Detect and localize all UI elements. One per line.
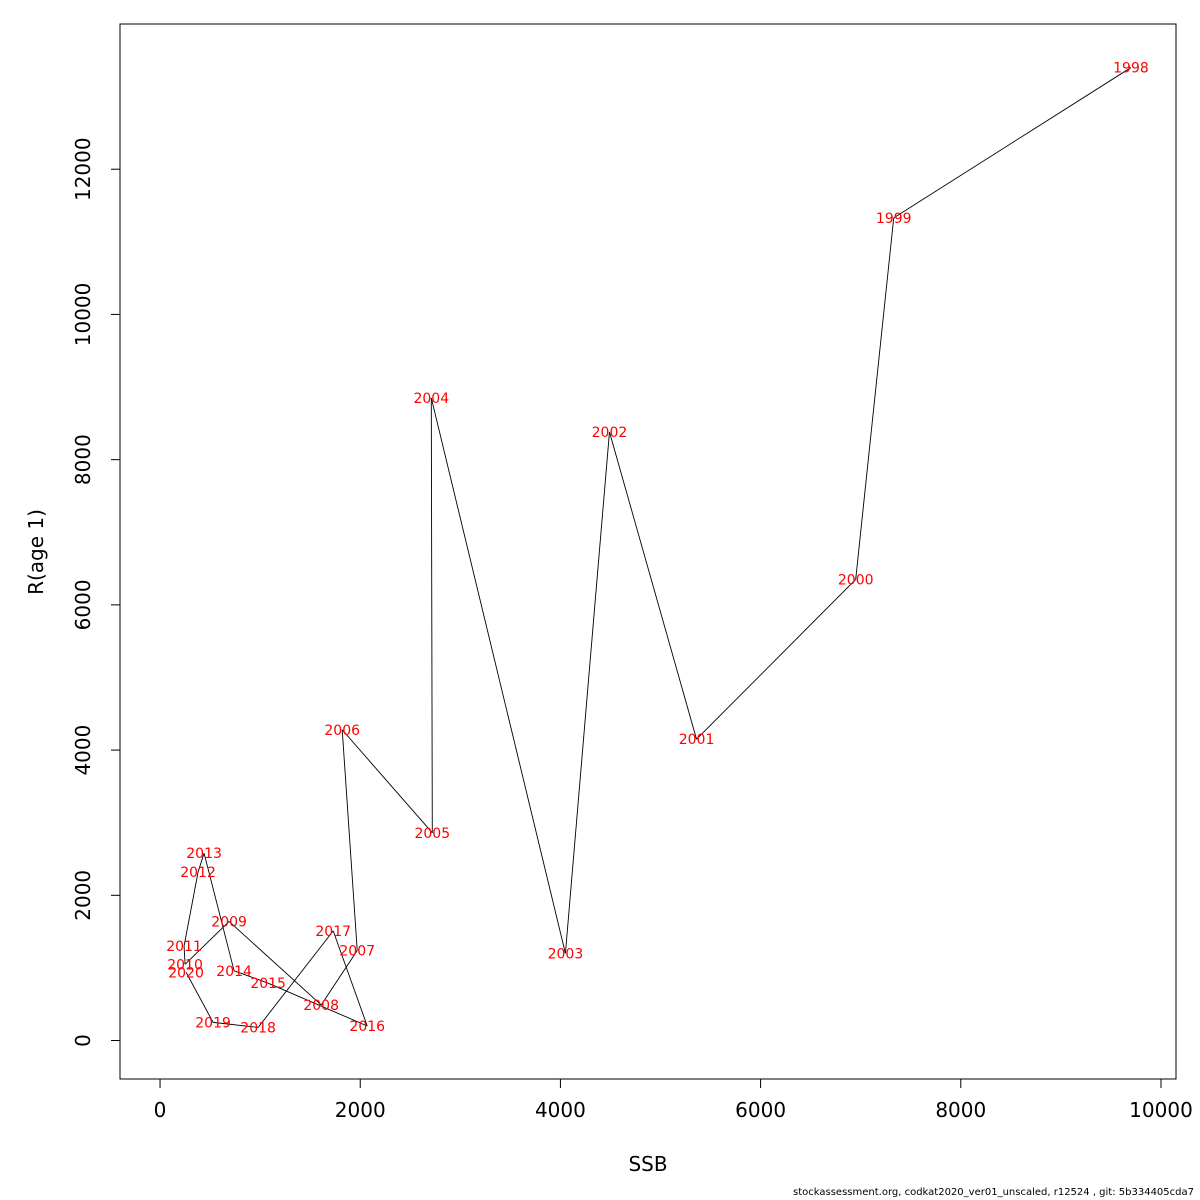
x-tick-label: 0 xyxy=(154,1098,167,1122)
point-label-2001: 2001 xyxy=(679,732,715,748)
point-label-2018: 2018 xyxy=(240,1020,276,1036)
point-label-2010: 2010 xyxy=(167,957,203,973)
point-label-2008: 2008 xyxy=(303,998,339,1014)
trajectory-segment xyxy=(213,1021,259,1028)
x-tick-label: 2000 xyxy=(335,1098,386,1122)
trajectory-segment xyxy=(267,982,368,1027)
trajectory-segment xyxy=(855,217,895,580)
y-tick-label: 2000 xyxy=(71,870,95,921)
trajectory-segment xyxy=(228,921,322,1006)
trajectory-segment xyxy=(197,853,205,873)
point-label-2002: 2002 xyxy=(592,425,628,441)
point-label-2006: 2006 xyxy=(324,723,360,739)
trajectory-segment xyxy=(696,579,857,740)
trajectory-segment xyxy=(320,950,358,1006)
point-label-2019: 2019 xyxy=(195,1015,231,1031)
series-path xyxy=(183,67,1132,1028)
trajectory-segment xyxy=(341,729,358,951)
point-label-2005: 2005 xyxy=(414,826,450,842)
y-tick-label: 8000 xyxy=(71,434,95,485)
point-label-2013: 2013 xyxy=(186,846,222,862)
y-tick-label: 0 xyxy=(71,1034,95,1047)
trajectory-segment xyxy=(893,67,1132,219)
trajectory-segment xyxy=(430,397,433,833)
trajectory-segment xyxy=(183,946,186,965)
point-label-1998: 1998 xyxy=(1113,61,1149,77)
point-label-2009: 2009 xyxy=(211,914,247,930)
point-label-2015: 2015 xyxy=(250,976,286,992)
trajectory-segment xyxy=(183,871,199,947)
point-label-2020: 2020 xyxy=(168,965,204,981)
x-axis: 0 2000 4000 6000 8000 10000 xyxy=(154,1078,1193,1122)
point-label-2017: 2017 xyxy=(315,924,351,940)
y-axis: 0 2000 4000 6000 8000 10000 12000 xyxy=(71,137,121,1047)
trajectory-segment xyxy=(203,853,235,971)
point-label-1999: 1999 xyxy=(876,211,912,227)
point-label-2004: 2004 xyxy=(413,391,449,407)
x-tick-label: 8000 xyxy=(935,1098,986,1122)
y-tick-label: 12000 xyxy=(71,137,95,201)
x-tick-label: 4000 xyxy=(535,1098,586,1122)
y-tick-label: 10000 xyxy=(71,283,95,347)
trajectory-segment xyxy=(233,970,269,984)
trajectory-segment xyxy=(341,729,433,834)
trajectory-segment xyxy=(332,930,368,1027)
trajectory-segment xyxy=(185,972,214,1023)
point-label-2007: 2007 xyxy=(339,943,375,959)
trajectory-segment xyxy=(564,432,610,954)
trajectory-segment xyxy=(184,921,230,965)
point-labels: 1998 1999 2000 2001 2002 2003 2004 2005 2006 2007… xyxy=(166,61,1149,1037)
x-tick-label: 6000 xyxy=(735,1098,786,1122)
point-label-2014: 2014 xyxy=(216,964,252,980)
point-label-2011: 2011 xyxy=(166,939,202,955)
x-tick-label: 10000 xyxy=(1129,1098,1193,1122)
point-label-2012: 2012 xyxy=(180,865,216,881)
point-label-2003: 2003 xyxy=(548,946,584,962)
plot-frame xyxy=(119,23,1177,1080)
trajectory-segment xyxy=(609,431,697,740)
y-tick-label: 6000 xyxy=(71,579,95,630)
y-tick-label: 4000 xyxy=(71,725,95,776)
point-label-2000: 2000 xyxy=(838,572,874,588)
trajectory-segment xyxy=(257,930,334,1028)
point-label-2016: 2016 xyxy=(349,1019,385,1035)
y-axis-title: R(age 1) xyxy=(24,509,48,595)
x-axis-title: SSB xyxy=(628,1152,667,1176)
footer-credit: stockassessment.org, codkat2020_ver01_un… xyxy=(793,1187,1194,1198)
trajectory-segment xyxy=(430,397,566,954)
